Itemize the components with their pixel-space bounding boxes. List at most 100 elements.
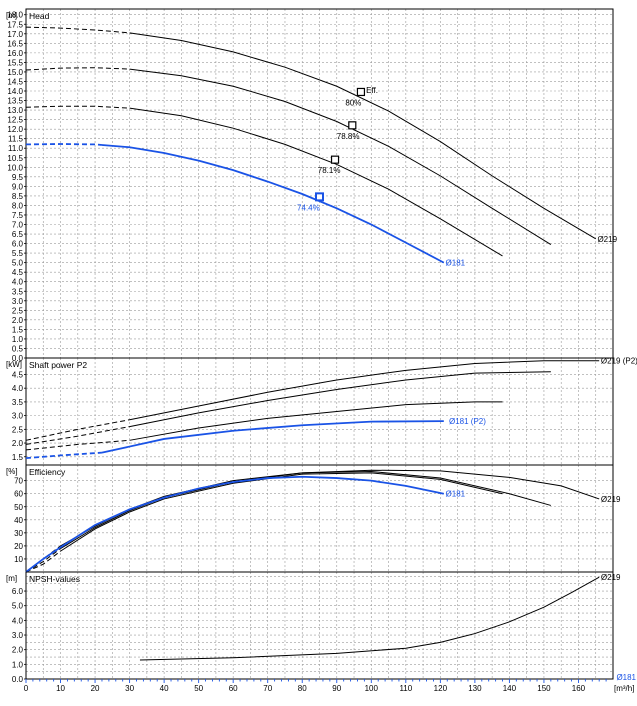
y-tick-label: 16.5 bbox=[7, 39, 23, 48]
head-panel: 0.00.51.01.52.02.53.03.54.04.55.05.56.06… bbox=[6, 8, 618, 363]
y-tick-label: 5.5 bbox=[12, 249, 24, 258]
y-tick-label: 0.5 bbox=[12, 344, 24, 353]
curve-annotation: 78.1% bbox=[318, 166, 341, 175]
y-tick-label: 8.0 bbox=[12, 201, 24, 210]
y-tick-label: 60 bbox=[14, 490, 23, 499]
npsh-label: NPSH-values bbox=[29, 574, 80, 584]
y-tick-label: 13.5 bbox=[7, 97, 23, 106]
curve-annotation: Ø219 bbox=[601, 573, 621, 582]
power-unit: [kW] bbox=[6, 360, 22, 369]
duty-point-marker bbox=[315, 192, 324, 202]
y-tick-label: 15.5 bbox=[7, 58, 23, 67]
x-tick-label: 130 bbox=[468, 684, 482, 693]
power-series-2-dashed bbox=[25, 439, 130, 451]
y-tick-label: 3.0 bbox=[12, 631, 24, 640]
x-tick-label: 150 bbox=[537, 684, 551, 693]
curve-annotation: Ø219 bbox=[601, 495, 621, 504]
x-tick-label: 100 bbox=[365, 684, 379, 693]
curve-annotation: Ø219 (P2) bbox=[601, 357, 637, 366]
head-series-0-dashed bbox=[25, 26, 130, 34]
y-tick-label: 1.0 bbox=[12, 660, 24, 669]
head-series-3 bbox=[101, 144, 445, 264]
y-tick-label: 16.0 bbox=[7, 49, 23, 58]
y-tick-label: 20 bbox=[14, 542, 23, 551]
curve-annotation: Ø219 bbox=[597, 235, 617, 244]
power-series-1-dashed bbox=[25, 426, 130, 445]
y-tick-label: 14.5 bbox=[7, 77, 23, 86]
power-series-0 bbox=[129, 360, 600, 421]
y-tick-label: 4.0 bbox=[12, 278, 24, 287]
efficiency-series-2 bbox=[60, 472, 503, 552]
head-series-0 bbox=[129, 32, 596, 240]
head-label: Head bbox=[29, 11, 50, 21]
y-tick-label: 11.0 bbox=[8, 144, 24, 153]
y-tick-label: 6.5 bbox=[12, 230, 24, 239]
x-tick-label: 50 bbox=[194, 684, 203, 693]
power-series-1 bbox=[129, 371, 551, 428]
head-series-1-dashed bbox=[25, 67, 130, 71]
power-panel: 1.5 2.0 2.5 3.0 3.5 4.0 4.5[kW] Shaft power P2 Ø… bbox=[6, 357, 637, 466]
y-tick-label: 17.5 bbox=[7, 20, 23, 29]
y-tick-label: 2.0 bbox=[12, 646, 24, 655]
y-tick-label: 0.0 bbox=[12, 675, 24, 684]
power-label: Shaft power P2 bbox=[29, 360, 87, 370]
y-tick-label: 3.0 bbox=[12, 412, 24, 421]
y-tick-label: 10.5 bbox=[7, 154, 23, 163]
y-tick-label: 11.5 bbox=[8, 135, 24, 144]
x-tick-label: 20 bbox=[91, 684, 100, 693]
y-tick-label: 5.0 bbox=[12, 259, 24, 268]
y-tick-label: 9.5 bbox=[12, 173, 24, 182]
x-tick-label: 120 bbox=[434, 684, 448, 693]
duty-point-marker bbox=[348, 121, 357, 130]
y-tick-label: 4.5 bbox=[12, 268, 24, 277]
efficiency-series-1-dashed bbox=[25, 548, 61, 573]
y-tick-label: 2.0 bbox=[12, 316, 24, 325]
y-tick-label: 7.0 bbox=[12, 221, 24, 230]
curve-annotation: 74.4% bbox=[297, 203, 320, 212]
y-tick-label: 2.5 bbox=[12, 306, 24, 315]
y-tick-label: 18.0 bbox=[7, 11, 23, 20]
y-tick-label: 0.0 bbox=[12, 354, 24, 363]
head-series-1 bbox=[129, 68, 552, 245]
efficiency-label: Efficiency bbox=[29, 467, 66, 477]
y-tick-label: 70 bbox=[14, 477, 23, 486]
power-series-0-dashed bbox=[25, 419, 130, 441]
curve-annotation: Eff. bbox=[366, 86, 378, 95]
x-tick-label: 80 bbox=[298, 684, 307, 693]
y-tick-label: 5.0 bbox=[12, 602, 24, 611]
x-tick-label: 40 bbox=[160, 684, 169, 693]
y-tick-label: 15.0 bbox=[7, 68, 23, 77]
npsh-panel: 0.0 1.0 2.0 3.0 4.0 5.0 6.0 [m] NPSH-values Ø219 Ø… bbox=[6, 571, 637, 684]
y-tick-label: 9.0 bbox=[12, 182, 24, 191]
efficiency-series-2-dashed bbox=[25, 550, 61, 573]
power-series-3-dashed bbox=[25, 451, 103, 460]
x-tick-label: 60 bbox=[229, 684, 238, 693]
y-tick-label: 17.0 bbox=[7, 30, 23, 39]
y-tick-label: 12.5 bbox=[7, 116, 23, 125]
y-tick-label: 10.0 bbox=[7, 163, 23, 172]
x-tick-label: 10 bbox=[56, 684, 65, 693]
head-series-2-dashed bbox=[25, 105, 130, 109]
curve-annotation: 80% bbox=[345, 98, 361, 107]
power-series-3 bbox=[101, 420, 444, 454]
x-tick-label: 30 bbox=[125, 684, 134, 693]
curve-annotation: Ø181 bbox=[446, 259, 466, 268]
y-tick-label: 12.0 bbox=[7, 125, 23, 134]
y-tick-label: 40 bbox=[14, 516, 23, 525]
duty-point-marker bbox=[330, 155, 340, 164]
x-tick-label: 110 bbox=[399, 684, 412, 693]
head-unit: [m] bbox=[6, 11, 17, 20]
curve-annotation: 78.8% bbox=[337, 132, 360, 141]
y-tick-label: 13.0 bbox=[7, 106, 23, 115]
x-tick-label: 90 bbox=[332, 684, 341, 693]
y-tick-label: 4.0 bbox=[12, 384, 24, 393]
curve-annotation: Ø181 bbox=[616, 673, 636, 682]
head-series-3-dashed bbox=[25, 143, 103, 146]
y-tick-label: 6.0 bbox=[12, 240, 24, 249]
x-axis: 0 10 20 30 40 50 60 70 80 90 100 110 120 130 140 150 160… bbox=[24, 679, 634, 693]
y-tick-label: 30 bbox=[14, 529, 23, 538]
y-tick-label: 2.5 bbox=[12, 425, 24, 434]
duty-point-marker bbox=[356, 87, 366, 97]
npsh-series-0 bbox=[139, 576, 600, 661]
